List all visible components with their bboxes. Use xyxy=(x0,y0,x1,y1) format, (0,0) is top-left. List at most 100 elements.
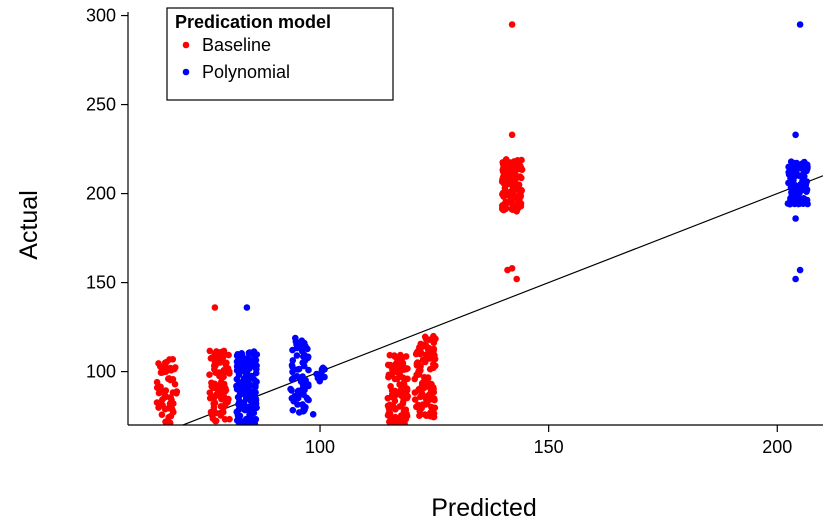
data-point xyxy=(421,411,429,418)
data-point xyxy=(211,399,219,407)
data-point xyxy=(804,165,811,173)
data-point xyxy=(167,367,175,374)
data-point xyxy=(163,358,170,366)
data-point xyxy=(396,403,404,410)
data-point xyxy=(418,379,426,387)
data-point xyxy=(235,406,243,413)
data-point xyxy=(786,200,794,208)
data-point xyxy=(790,160,797,167)
series-polynomial xyxy=(233,21,811,425)
data-point xyxy=(293,352,301,359)
data-point xyxy=(153,399,161,406)
data-point xyxy=(252,369,260,377)
data-point xyxy=(166,419,174,425)
data-point xyxy=(399,374,406,381)
data-point xyxy=(429,405,436,412)
data-point xyxy=(396,419,403,425)
data-point xyxy=(421,358,429,366)
data-point xyxy=(304,354,311,362)
data-point xyxy=(803,196,811,204)
data-point xyxy=(803,178,811,185)
data-point xyxy=(220,367,227,374)
data-point xyxy=(502,188,510,195)
data-point xyxy=(797,172,805,179)
data-point xyxy=(411,396,419,403)
data-point xyxy=(206,371,213,379)
data-point xyxy=(513,172,520,180)
data-point xyxy=(425,352,433,359)
data-point xyxy=(158,368,165,376)
data-point xyxy=(517,162,524,170)
data-point xyxy=(161,392,169,399)
legend-label: Baseline xyxy=(202,35,271,55)
data-point xyxy=(242,379,249,386)
data-point xyxy=(512,179,519,187)
data-point xyxy=(795,200,802,208)
x-axis-title: Predicted xyxy=(431,494,537,522)
data-point xyxy=(797,161,805,168)
data-point xyxy=(219,352,227,359)
data-point xyxy=(216,382,224,389)
data-point xyxy=(413,371,421,379)
data-point xyxy=(289,368,296,376)
data-point xyxy=(788,172,796,180)
data-point xyxy=(317,374,325,382)
data-point xyxy=(796,21,804,28)
data-point xyxy=(430,339,438,347)
data-point xyxy=(302,343,309,350)
data-point xyxy=(212,357,219,364)
data-point xyxy=(788,190,796,198)
data-point xyxy=(392,413,399,421)
data-point xyxy=(244,354,252,362)
data-point xyxy=(309,411,317,418)
data-point xyxy=(387,362,394,370)
data-point xyxy=(206,389,214,397)
data-point xyxy=(498,178,506,185)
data-point xyxy=(211,304,219,311)
data-point xyxy=(417,345,424,353)
legend-marker xyxy=(182,68,190,76)
y-tick-label: 300 xyxy=(86,6,116,26)
data-point xyxy=(243,304,251,311)
data-point xyxy=(391,397,399,405)
data-point xyxy=(792,275,799,283)
data-point xyxy=(512,205,519,212)
data-point xyxy=(221,388,229,395)
data-point xyxy=(403,410,410,418)
data-point xyxy=(248,372,255,380)
data-point xyxy=(246,411,253,418)
data-point xyxy=(301,386,308,394)
data-point xyxy=(422,341,430,349)
data-point xyxy=(416,412,423,420)
identity-line xyxy=(181,175,823,425)
data-point xyxy=(396,358,403,366)
legend-box xyxy=(166,7,394,101)
data-point xyxy=(430,413,437,421)
data-point xyxy=(242,395,250,402)
data-point xyxy=(513,158,520,165)
data-point xyxy=(413,403,420,411)
data-point xyxy=(298,347,306,355)
data-point xyxy=(212,409,219,417)
data-point xyxy=(250,348,258,355)
data-point xyxy=(226,370,233,377)
data-point xyxy=(155,360,162,367)
data-point xyxy=(785,163,792,171)
data-point xyxy=(500,164,507,172)
y-axis-title: Actual xyxy=(15,190,43,259)
data-point xyxy=(387,383,394,390)
data-point xyxy=(508,131,516,139)
data-point xyxy=(250,418,258,425)
data-point xyxy=(165,375,172,383)
data-point xyxy=(426,365,434,373)
data-point xyxy=(210,362,218,370)
data-point xyxy=(792,131,799,139)
data-point xyxy=(387,421,395,425)
data-point xyxy=(237,385,244,393)
data-point xyxy=(295,365,303,373)
data-point xyxy=(403,394,411,402)
data-point xyxy=(252,382,259,390)
data-point xyxy=(302,376,309,384)
y-tick-label: 200 xyxy=(86,184,116,204)
